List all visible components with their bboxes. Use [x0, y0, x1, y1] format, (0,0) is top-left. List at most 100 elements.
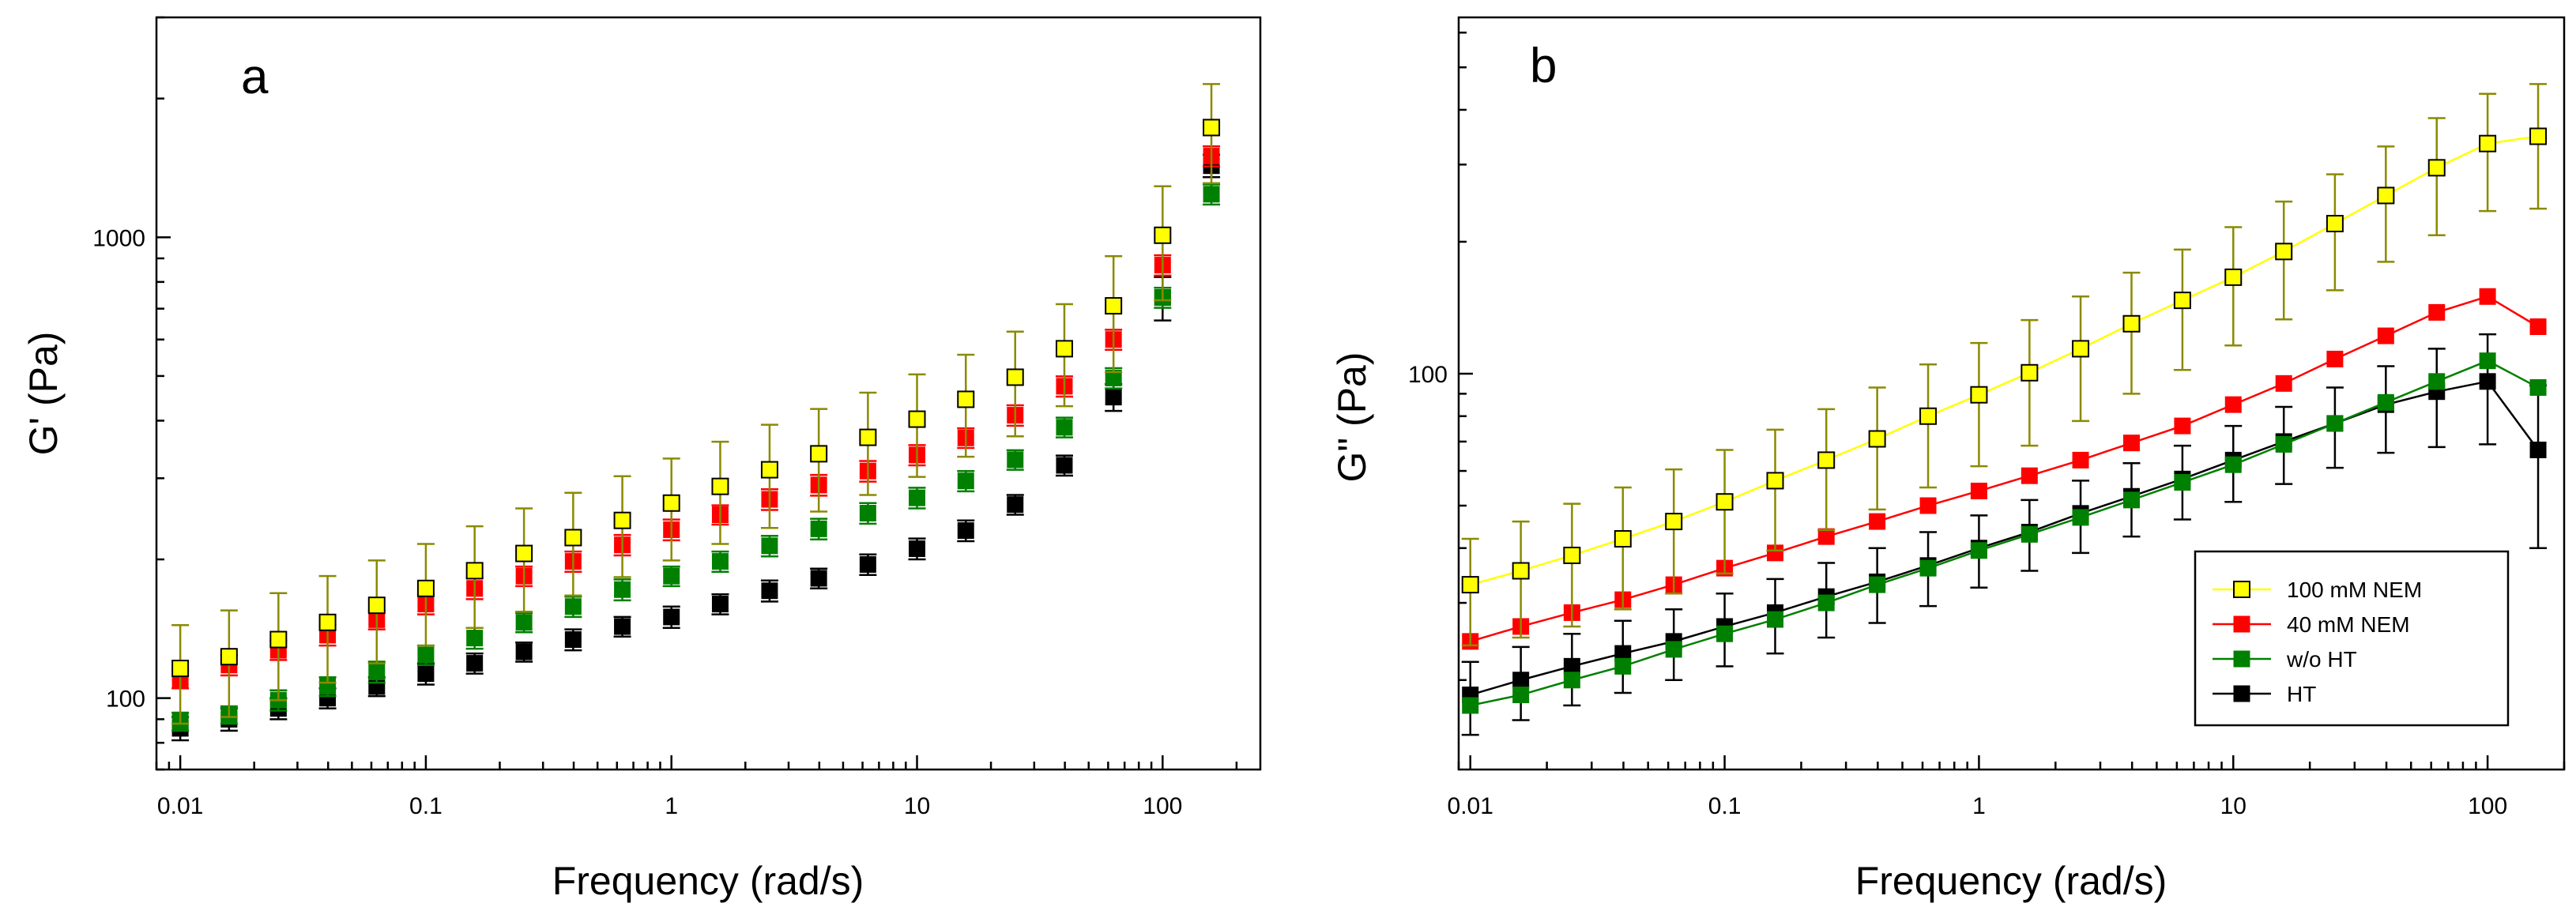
panel-b-error-bar	[1919, 363, 1938, 489]
panel-a-data-point	[1056, 419, 1073, 436]
legend-label: w/o HT	[2286, 647, 2357, 672]
panel-a-x-tick-label: 1	[665, 793, 678, 819]
panel-a-data-point	[1105, 389, 1122, 406]
panel-b-error-bar	[2072, 295, 2090, 423]
panel-a-series-100-mm-nem	[171, 83, 1221, 725]
panel-a-data-point	[1105, 297, 1123, 315]
panel-b-error-bar	[1665, 468, 1683, 595]
legend-label: 40 mM NEM	[2287, 612, 2410, 637]
panel-a-data-point	[564, 630, 582, 648]
panel-b-data-point	[2377, 327, 2394, 344]
panel-b-data-point	[2021, 525, 2038, 543]
panel-a-data-point	[810, 445, 828, 463]
panel-b-data-point	[2428, 303, 2446, 321]
panel-b-series-line	[1470, 380, 2540, 696]
panel-b-x-tick-label: 1	[1972, 793, 1986, 819]
panel-b-series-line	[1470, 359, 2539, 707]
panel-b-ticks	[1457, 32, 2566, 770]
panel-b-data-point	[2174, 417, 2191, 435]
panel-a-data-point	[663, 567, 680, 585]
panel-b-data-point	[1766, 472, 1784, 490]
panel-a-x-tick-label: 0.01	[157, 793, 203, 819]
panel-b-error-bar	[2529, 83, 2548, 210]
panel-a-series-ht	[171, 153, 1221, 742]
panel-a-y-axis-title: G' (Pa)	[21, 332, 66, 456]
panel-b-data-point	[1512, 672, 1530, 689]
panel-a-data-point	[466, 655, 484, 672]
panel-b-error-bar	[2173, 248, 2191, 371]
panel-b-data-point	[2275, 243, 2293, 261]
panel-b-data-point	[2377, 186, 2395, 205]
panel-b-data-point	[2224, 268, 2243, 286]
panel-b-data-point	[1919, 407, 1938, 425]
panel-a-data-point	[957, 522, 974, 540]
panel-b-data-point	[2427, 159, 2446, 177]
panel-a-data-point	[859, 504, 876, 521]
panel-a-data-point	[171, 660, 190, 678]
panel-a-data-point	[417, 646, 435, 664]
panel-a-data-point	[1007, 496, 1024, 514]
panel-a-y-tick-label: 100	[106, 687, 145, 713]
panel-a-data-point	[711, 553, 729, 570]
panel-a-data-point	[810, 570, 827, 587]
panel-a-data-point	[761, 537, 778, 555]
panel-a-letter: a	[241, 50, 269, 104]
panel-b-error-bar	[2122, 271, 2141, 395]
panel-b-error-bar	[1766, 428, 1784, 552]
panel-a-data-point	[515, 544, 533, 563]
panel-a-x-tick-label: 0.1	[409, 793, 443, 819]
panel-b-error-bar	[2479, 92, 2497, 213]
panel-a-data-point	[810, 520, 827, 537]
panel-b-x-tick-label: 100	[2468, 793, 2507, 819]
panel-a-data-point	[269, 630, 288, 649]
panel-b-data-point	[1817, 451, 1836, 469]
panel-b-data-point	[2326, 350, 2344, 367]
panel-b-letter: b	[1530, 39, 1557, 93]
panel-b-data-point	[1716, 625, 1734, 642]
legend-marker	[2233, 581, 2250, 598]
panel-a-data-point	[416, 579, 435, 597]
panel-b-data-point	[1817, 528, 1835, 545]
panel-a: 0.01 0.1 1 10 100 100 1000 a Frequency (rad/s)…	[21, 16, 1262, 903]
panel-a-data-point	[1007, 451, 1024, 469]
panel-a-ticks	[155, 16, 1238, 771]
panel-a-data-point	[613, 511, 631, 529]
panel-a-data-point	[909, 540, 926, 557]
panel-a-data-marks	[171, 83, 1221, 742]
panel-b-data-point	[1462, 697, 1479, 714]
panel-a-data-point	[1056, 457, 1073, 474]
legend-entry: 100 mM NEM	[2213, 578, 2422, 602]
panel-b-series-w-o-ht	[1462, 352, 2547, 714]
panel-b-data-point	[1970, 482, 1987, 499]
panel-b-data-point	[1970, 542, 1987, 559]
legend-label: HT	[2287, 682, 2316, 706]
panel-b-x-tick-label: 0.1	[1708, 793, 1742, 819]
panel-a-tick-labels: 0.01 0.1 1 10 100 100 1000	[92, 225, 1182, 819]
panel-a-data-point	[663, 608, 680, 626]
panel-b-data-point	[2479, 288, 2496, 305]
panel-b-data-point	[1665, 513, 1683, 531]
panel-b-data-point	[2122, 435, 2140, 452]
panel-b-data-point	[2529, 127, 2548, 145]
panel-a-data-point	[564, 598, 582, 615]
panel-b: 0.01 0.1 1 10 100 100 b Frequency (rad/s) G" …	[1330, 16, 2566, 903]
panel-a-data-point	[761, 582, 778, 600]
panel-a-data-point	[417, 665, 435, 683]
panel-b-error-bar	[1868, 386, 1886, 511]
panel-b-x-tick-label: 10	[2220, 793, 2246, 819]
panel-b-y-axis-title: G" (Pa)	[1330, 352, 1374, 483]
panel-b-data-point	[2224, 396, 2242, 413]
legend-marker	[2233, 615, 2250, 633]
panel-b-data-point	[2326, 415, 2344, 432]
panel-a-data-point	[466, 630, 484, 647]
panel-b-data-point	[1461, 576, 1479, 594]
panel-b-error-bar	[1970, 341, 1988, 468]
panel-b-series-100-mm-nem	[1461, 83, 2548, 647]
panel-a-data-point	[515, 614, 533, 631]
panel-a-x-axis-title: Frequency (rad/s)	[552, 859, 864, 903]
panel-a-data-point	[1203, 186, 1220, 203]
panel-b-data-point	[1869, 576, 1886, 593]
panel-a-y-tick-label: 1000	[92, 225, 145, 251]
panel-b-data-point	[2173, 292, 2191, 310]
